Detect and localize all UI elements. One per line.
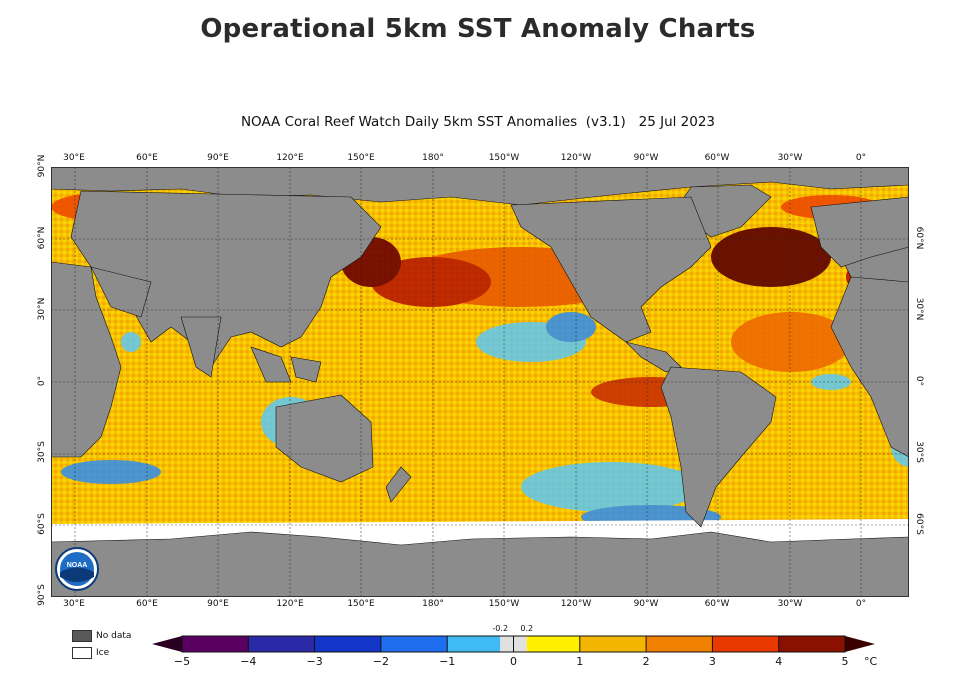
bottom-lon-label: 120°W	[560, 599, 592, 609]
no-data-label: No data	[96, 631, 132, 641]
left-lat-label: 60°S	[37, 513, 47, 535]
colorbar-max-arrow	[845, 636, 875, 652]
legend-no-data: No data	[72, 630, 131, 642]
colorbar-tick-label: −2	[373, 655, 389, 668]
colorbar-segment	[380, 636, 448, 652]
colorbar-tick-label: −3	[306, 655, 322, 668]
colorbar-segment	[712, 636, 779, 652]
colorbar-tick-label: 5	[842, 655, 849, 668]
top-lon-label: 0°	[855, 153, 867, 163]
colorbar-segment	[248, 636, 315, 652]
left-lat-label: 90°S	[37, 584, 47, 606]
bottom-lon-label: 120°E	[276, 599, 304, 609]
colorbar-segment	[314, 636, 381, 652]
noaa-logo-text: NOAA	[67, 562, 88, 569]
right-lat-label: 30°S	[914, 441, 924, 463]
no-data-swatch	[72, 630, 92, 642]
colorbar-small-tick-label: 0.2	[520, 624, 533, 633]
top-lon-label: 120°W	[560, 153, 592, 163]
page-title: Operational 5km SST Anomaly Charts	[200, 14, 756, 44]
right-lat-label: 30°N	[914, 297, 924, 321]
right-lat-label: 0°	[914, 375, 924, 387]
top-lon-label: 150°E	[347, 153, 375, 163]
bottom-lon-label: 150°W	[488, 599, 520, 609]
colorbar-tick-label: −5	[174, 655, 190, 668]
colorbar: −5 −4 −3 −2 −1 0 1 2 3 4 5 -0.2 0.2 °C	[152, 624, 878, 668]
right-lat-label: 60°S	[914, 513, 924, 535]
colorbar-tick-label: 0	[510, 655, 517, 668]
ice-label: Ice	[96, 648, 110, 658]
bottom-lon-label: 150°E	[347, 599, 375, 609]
colorbar-segment	[778, 636, 845, 652]
colorbar-segment	[526, 636, 580, 652]
left-lat-label: 30°N	[37, 297, 47, 321]
bottom-lon-label: 60°W	[704, 599, 730, 609]
ice-swatch	[72, 647, 92, 659]
colorbar-unit: °C	[864, 655, 878, 668]
left-lat-label: 0°	[37, 375, 47, 387]
colorbar-tick-label: 1	[576, 655, 583, 668]
colorbar-segment	[447, 636, 501, 652]
left-lat-label: 90°N	[37, 154, 47, 178]
top-lon-label: 60°W	[704, 153, 730, 163]
top-lon-label: 30°W	[777, 153, 803, 163]
bottom-lon-label: 90°W	[633, 599, 659, 609]
colorbar-tick-label: −4	[240, 655, 256, 668]
bottom-lon-label: 60°E	[136, 599, 158, 609]
bottom-lon-label: 90°E	[207, 599, 229, 609]
bottom-lon-label: 30°W	[777, 599, 803, 609]
top-lon-label: 60°E	[136, 153, 158, 163]
top-lon-label: 90°W	[633, 153, 659, 163]
colorbar-small-tick-label: -0.2	[492, 624, 508, 633]
noaa-logo: NOAA	[55, 547, 99, 591]
top-lon-label: 120°E	[276, 153, 304, 163]
left-lat-label: 30°S	[37, 441, 47, 463]
sst-anomaly-map: NOAA	[51, 167, 909, 597]
colorbar-tick-label: 2	[643, 655, 650, 668]
bottom-lon-label: 30°E	[63, 599, 85, 609]
top-lon-label: 90°E	[207, 153, 229, 163]
colorbar-tick-label: 4	[775, 655, 782, 668]
bottom-lon-label: 180°	[422, 599, 444, 609]
bottom-lon-label: 0°	[855, 599, 867, 609]
colorbar-segment	[646, 636, 713, 652]
colorbar-segment	[579, 636, 647, 652]
colorbar-tick-label: −1	[439, 655, 455, 668]
map-title: NOAA Coral Reef Watch Daily 5km SST Anom…	[240, 114, 716, 130]
colorbar-tick-label: 3	[709, 655, 716, 668]
left-lat-label: 60°N	[37, 226, 47, 250]
colorbar-segment	[182, 636, 249, 652]
colorbar-min-arrow	[152, 636, 182, 652]
top-lon-label: 180°	[422, 153, 444, 163]
top-lon-label: 30°E	[63, 153, 85, 163]
legend-ice: Ice	[72, 647, 109, 659]
right-lat-label: 60°N	[914, 226, 924, 250]
top-lon-label: 150°W	[488, 153, 520, 163]
land-masses	[51, 167, 909, 597]
graticule	[51, 167, 909, 597]
